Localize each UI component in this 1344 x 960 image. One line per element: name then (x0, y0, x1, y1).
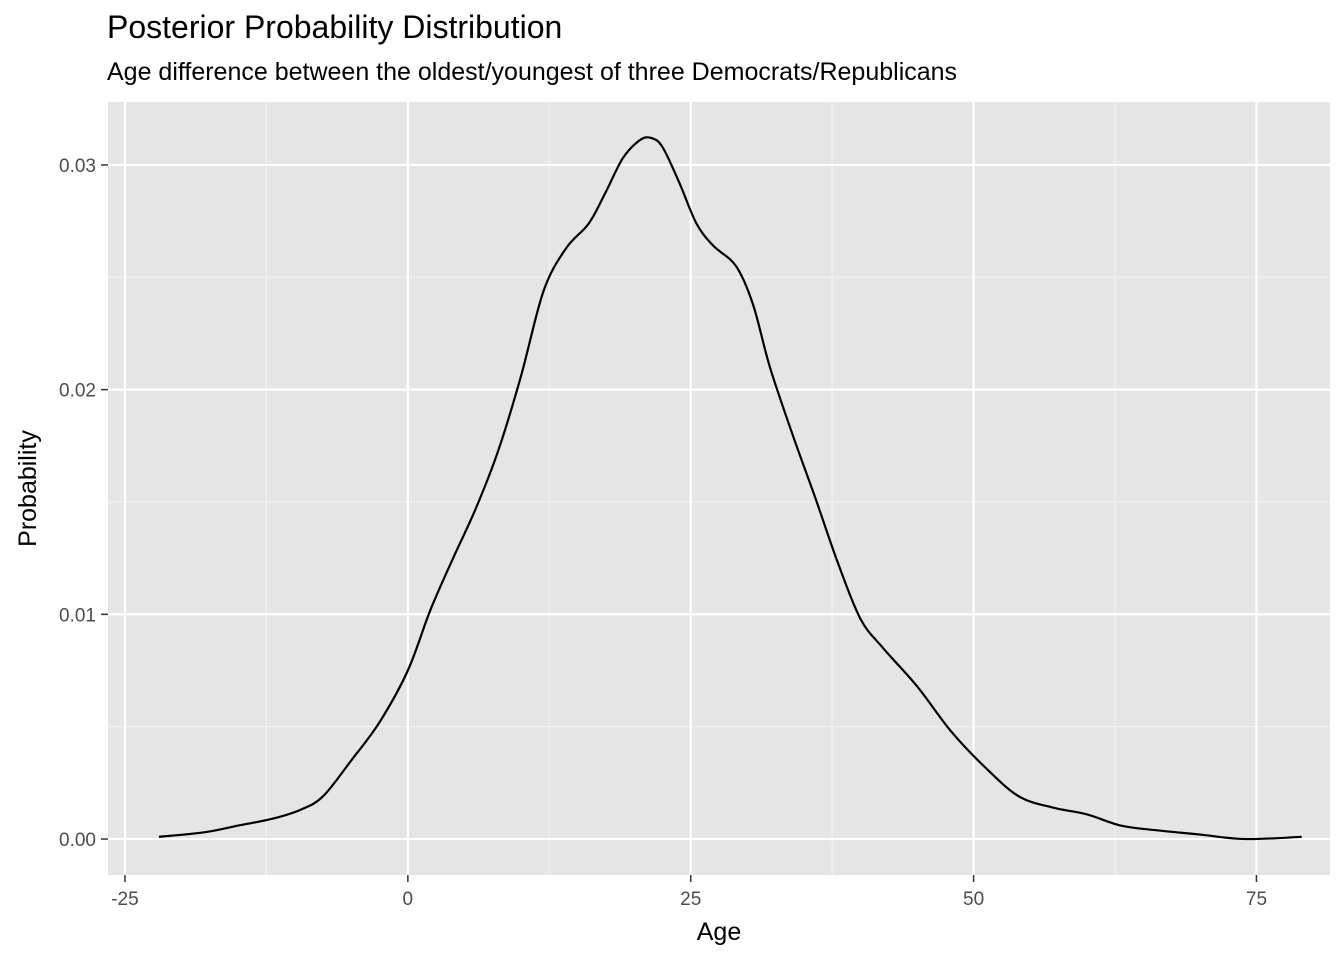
x-tick-label: 25 (680, 889, 701, 910)
y-tick-label: 0.03 (59, 156, 96, 177)
x-axis: -25 0 25 50 75 (111, 875, 1267, 910)
x-tick-label: 75 (1246, 889, 1267, 910)
y-tick-label: 0.02 (59, 381, 96, 402)
y-axis-title: Probability (14, 430, 42, 547)
chart-title: Posterior Probability Distribution (107, 9, 563, 45)
y-tick-label: 0.01 (59, 605, 96, 626)
series-marks (158, 136, 1302, 841)
x-tick-label: 0 (403, 889, 414, 910)
y-tick-label: 0.00 (59, 830, 96, 851)
density-line (158, 136, 1302, 841)
x-axis-title: Age (697, 918, 741, 946)
x-tick-label: 50 (963, 889, 984, 910)
grid-minor (108, 102, 1330, 875)
chart-subtitle: Age difference between the oldest/younge… (107, 58, 958, 86)
y-axis: 0.00 0.01 0.02 0.03 (59, 156, 108, 851)
plot-panel (108, 102, 1330, 875)
x-tick-label: -25 (111, 889, 138, 910)
grid-major (108, 102, 1330, 875)
